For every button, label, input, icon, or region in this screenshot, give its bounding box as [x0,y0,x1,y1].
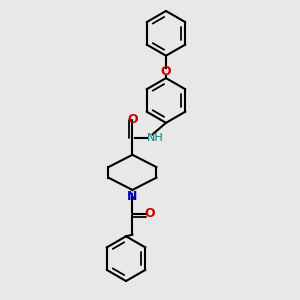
Text: O: O [161,65,171,78]
Text: N: N [127,190,138,203]
Text: O: O [145,207,155,220]
Text: O: O [127,113,138,126]
Text: NH: NH [146,133,163,143]
